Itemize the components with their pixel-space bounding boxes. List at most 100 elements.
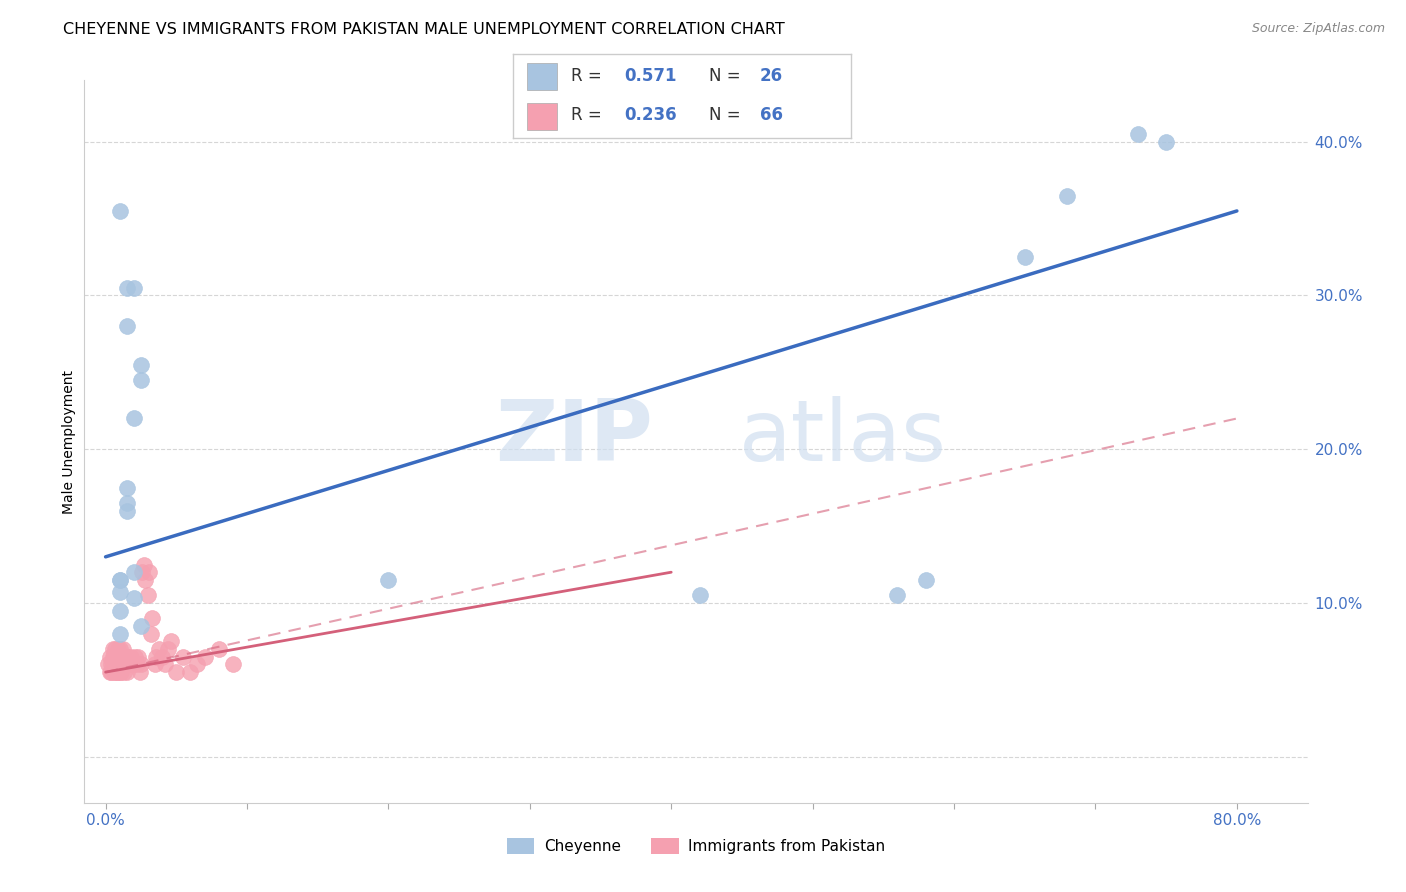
Text: CHEYENNE VS IMMIGRANTS FROM PAKISTAN MALE UNEMPLOYMENT CORRELATION CHART: CHEYENNE VS IMMIGRANTS FROM PAKISTAN MAL… [63, 22, 785, 37]
Point [141, 611, 163, 625]
Point [121, 657, 143, 672]
Point [127, 649, 149, 664]
Point [103, 649, 125, 664]
Point [914, 573, 936, 587]
Point [107, 657, 129, 672]
Point [172, 649, 194, 664]
Point [108, 604, 131, 618]
Point [103, 665, 125, 680]
Text: 66: 66 [759, 106, 783, 124]
Point [132, 558, 155, 572]
Point [105, 657, 128, 672]
Point [111, 649, 134, 664]
Point [128, 665, 150, 680]
Text: N =: N = [709, 106, 745, 124]
Point [108, 649, 131, 664]
Point [136, 588, 159, 602]
Point [107, 665, 129, 680]
Point [112, 657, 135, 672]
Point [108, 657, 131, 672]
Point [186, 657, 208, 672]
Point [108, 626, 131, 640]
Point [111, 657, 134, 672]
Point [1014, 250, 1036, 264]
Text: atlas: atlas [738, 396, 946, 479]
Point [129, 657, 152, 672]
Point [112, 665, 135, 680]
Point [108, 665, 131, 680]
Point [153, 657, 176, 672]
Point [107, 642, 129, 657]
Point [193, 649, 215, 664]
Text: Source: ZipAtlas.com: Source: ZipAtlas.com [1251, 22, 1385, 36]
Point [117, 657, 139, 672]
Text: R =: R = [571, 67, 606, 85]
Point [115, 649, 138, 664]
Point [122, 281, 145, 295]
Text: 26: 26 [759, 67, 783, 85]
Point [105, 649, 128, 664]
Point [115, 665, 138, 680]
Point [100, 665, 122, 680]
Point [156, 642, 179, 657]
Point [1126, 127, 1149, 141]
Point [143, 657, 166, 672]
Point [129, 358, 152, 372]
FancyBboxPatch shape [527, 103, 557, 130]
Point [139, 626, 162, 640]
Point [115, 481, 138, 495]
Point [377, 573, 399, 587]
Point [122, 565, 145, 579]
Point [134, 573, 156, 587]
Point [165, 665, 187, 680]
Point [101, 649, 124, 664]
Point [104, 665, 127, 680]
Point [1056, 188, 1078, 202]
Point [159, 634, 181, 648]
Point [129, 619, 152, 633]
Point [110, 665, 132, 680]
FancyBboxPatch shape [527, 62, 557, 90]
Text: 0.236: 0.236 [624, 106, 678, 124]
Point [689, 588, 711, 602]
Point [104, 657, 127, 672]
Point [110, 657, 132, 672]
Point [115, 281, 138, 295]
Point [117, 649, 139, 664]
Y-axis label: Male Unemployment: Male Unemployment [62, 369, 76, 514]
Point [108, 203, 131, 218]
Point [115, 496, 138, 510]
Point [145, 649, 167, 664]
Point [118, 657, 141, 672]
Legend: Cheyenne, Immigrants from Pakistan: Cheyenne, Immigrants from Pakistan [501, 832, 891, 860]
Point [120, 649, 142, 664]
Text: 0.571: 0.571 [624, 67, 678, 85]
Point [105, 665, 128, 680]
Point [129, 373, 152, 387]
Point [115, 504, 138, 518]
Point [97, 657, 120, 672]
Text: R =: R = [571, 106, 606, 124]
Point [208, 642, 231, 657]
Point [98, 665, 121, 680]
Point [108, 573, 131, 587]
Text: N =: N = [709, 67, 745, 85]
Point [115, 319, 138, 334]
Point [179, 665, 201, 680]
Point [150, 649, 173, 664]
Point [114, 649, 136, 664]
Point [108, 573, 131, 587]
Point [131, 565, 153, 579]
Point [1154, 135, 1177, 149]
Text: ZIP: ZIP [495, 396, 654, 479]
Point [111, 642, 134, 657]
Point [101, 642, 124, 657]
Point [98, 649, 121, 664]
Point [108, 585, 131, 599]
Point [108, 642, 131, 657]
Point [138, 565, 160, 579]
Point [222, 657, 245, 672]
Point [148, 642, 170, 657]
Point [101, 657, 124, 672]
Point [886, 588, 908, 602]
